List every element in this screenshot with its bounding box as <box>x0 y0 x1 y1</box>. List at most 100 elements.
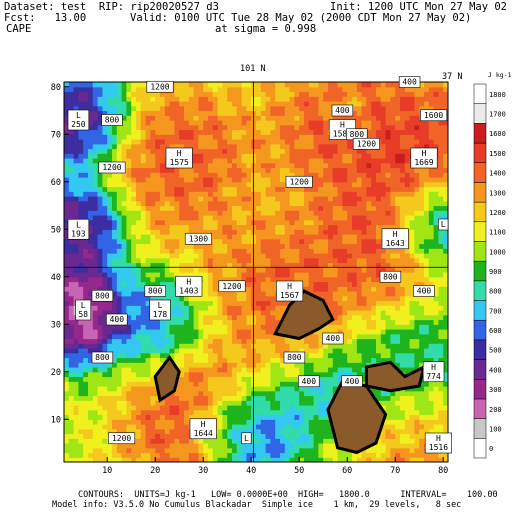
field-cell <box>318 181 324 188</box>
field-cell <box>97 172 103 178</box>
field-cell <box>179 414 185 420</box>
field-cell <box>208 257 214 264</box>
field-cell <box>260 162 267 169</box>
field-cell <box>323 148 329 154</box>
field-cell <box>241 162 247 169</box>
field-cell <box>169 120 175 126</box>
field-cell <box>73 82 79 88</box>
field-cell <box>150 338 156 344</box>
field-cell <box>347 243 353 249</box>
field-cell <box>78 424 84 430</box>
field-cell <box>97 447 103 454</box>
field-cell <box>313 120 319 126</box>
field-cell <box>64 338 70 344</box>
field-cell <box>241 86 247 93</box>
field-cell <box>150 381 156 387</box>
field-cell <box>169 115 175 121</box>
field-cell <box>174 139 180 145</box>
field-cell <box>313 362 319 368</box>
field-cell <box>270 295 276 302</box>
field-cell <box>126 276 132 283</box>
field-cell <box>97 300 103 306</box>
field-cell <box>313 238 319 245</box>
field-cell <box>97 390 103 397</box>
field-cell <box>227 115 233 121</box>
field-cell <box>313 158 319 164</box>
field-cell <box>160 148 166 154</box>
field-cell <box>73 105 79 112</box>
field-cell <box>313 205 319 211</box>
field-cell <box>184 91 190 97</box>
field-cell <box>208 452 214 458</box>
field-cell <box>299 229 305 235</box>
field-cell <box>136 276 142 283</box>
field-cell <box>121 257 127 264</box>
field-cell <box>352 191 358 197</box>
field-cell <box>179 272 185 278</box>
field-cell <box>184 143 190 150</box>
field-cell <box>126 148 132 154</box>
field-cell <box>208 229 214 235</box>
field-cell <box>92 409 99 416</box>
field-cell <box>347 186 353 192</box>
field-cell <box>188 96 195 102</box>
field-cell <box>140 424 147 430</box>
field-cell <box>299 276 305 283</box>
field-cell <box>299 129 305 135</box>
field-cell <box>164 219 171 226</box>
field-cell <box>83 443 89 449</box>
field-cell <box>140 262 147 268</box>
field-cell <box>275 143 281 150</box>
field-cell <box>313 129 319 135</box>
field-cell <box>227 172 233 178</box>
field-cell <box>198 224 204 230</box>
field-cell <box>280 186 286 192</box>
field-cell <box>78 148 84 154</box>
field-cell <box>121 333 127 340</box>
field-cell <box>203 172 209 178</box>
field-cell <box>337 101 343 107</box>
field-cell <box>68 129 75 135</box>
field-cell <box>188 253 195 259</box>
field-cell <box>332 443 339 449</box>
field-cell <box>136 143 142 150</box>
field-cell <box>342 310 348 316</box>
field-cell <box>112 357 118 363</box>
field-cell <box>332 352 339 359</box>
field-cell <box>126 158 132 164</box>
field-cell <box>68 172 75 178</box>
field-cell <box>323 124 329 131</box>
field-cell <box>92 167 99 173</box>
field-cell <box>88 162 94 169</box>
field-cell <box>342 352 348 359</box>
field-cell <box>203 272 209 278</box>
field-cell <box>73 210 79 216</box>
field-cell <box>256 124 262 131</box>
field-cell <box>299 348 305 354</box>
field-cell <box>169 291 175 297</box>
field-cell <box>222 86 228 93</box>
field-cell <box>112 376 118 382</box>
field-cell <box>217 305 223 311</box>
field-cell <box>332 343 339 349</box>
field-cell <box>294 419 300 425</box>
field-cell <box>184 124 190 131</box>
field-cell <box>145 196 151 202</box>
field-cell <box>265 120 271 126</box>
field-cell <box>193 310 199 316</box>
field-cell <box>227 186 233 192</box>
field-cell <box>88 210 94 216</box>
field-cell <box>112 390 118 397</box>
field-cell <box>131 191 137 197</box>
field-cell <box>275 91 281 97</box>
field-cell <box>193 91 199 97</box>
field-cell <box>73 196 79 202</box>
field-cell <box>217 196 223 202</box>
field-cell <box>164 248 171 254</box>
field-cell <box>241 191 247 197</box>
field-cell <box>150 352 156 359</box>
field-cell <box>275 371 281 378</box>
field-cell <box>246 329 252 335</box>
field-cell <box>145 91 151 97</box>
field-cell <box>356 457 363 462</box>
